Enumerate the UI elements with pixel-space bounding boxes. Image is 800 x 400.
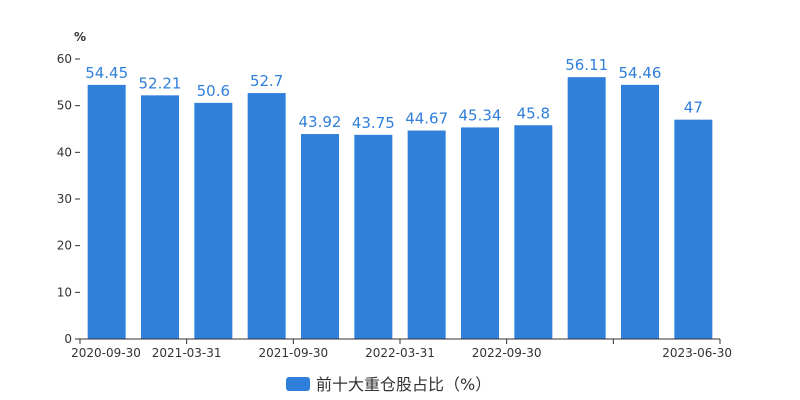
bar-value-label: 47 bbox=[684, 99, 703, 117]
bar-value-label: 52.7 bbox=[250, 72, 283, 90]
bar[interactable] bbox=[514, 125, 553, 340]
bar-value-label: 56.11 bbox=[565, 56, 608, 74]
bar[interactable] bbox=[87, 84, 126, 340]
data-labels: 54.45 52.21 50.6 52.7 43.92 43.75 44.67 45.34 45… bbox=[85, 56, 703, 132]
bar-value-label: 44.67 bbox=[405, 110, 448, 128]
y-tick-label: 0 bbox=[64, 332, 72, 346]
legend[interactable]: 前十大重仓股占比（%） bbox=[286, 375, 491, 394]
bar[interactable] bbox=[674, 119, 713, 340]
bar[interactable] bbox=[621, 84, 659, 339]
bar[interactable] bbox=[301, 134, 339, 339]
bar[interactable] bbox=[407, 130, 446, 339]
bar[interactable] bbox=[194, 102, 233, 339]
bar[interactable] bbox=[567, 77, 606, 340]
y-tick-label: 10 bbox=[57, 285, 72, 299]
bar-value-label: 52.21 bbox=[139, 74, 182, 92]
y-tick-label: 50 bbox=[57, 99, 72, 113]
y-tick-label: 40 bbox=[57, 145, 72, 159]
bar-series bbox=[87, 77, 713, 340]
bar-value-label: 54.45 bbox=[85, 64, 128, 82]
bar-value-label: 54.46 bbox=[619, 64, 662, 82]
legend-swatch[interactable] bbox=[286, 377, 310, 391]
legend-label[interactable]: 前十大重仓股占比（%） bbox=[316, 375, 491, 394]
y-axis-unit-label: % bbox=[74, 30, 86, 44]
bar-value-label: 43.75 bbox=[352, 114, 395, 132]
x-tick-label: 2020-09-30 bbox=[71, 346, 141, 360]
x-tick-label: 2021-03-31 bbox=[152, 346, 222, 360]
y-tick-label: 20 bbox=[57, 239, 72, 253]
x-axis: 2020-09-30 2021-03-31 2021-09-30 2022-03-31… bbox=[71, 339, 732, 360]
bar-value-label: 45.8 bbox=[517, 104, 550, 122]
x-tick-label: 2023-06-30 bbox=[662, 346, 732, 360]
y-tick-label: 60 bbox=[57, 52, 72, 66]
bar-value-label: 45.34 bbox=[459, 106, 502, 124]
bar-value-label: 43.92 bbox=[299, 113, 342, 131]
bar[interactable] bbox=[247, 93, 286, 339]
bar[interactable] bbox=[461, 127, 499, 339]
x-tick-label: 2022-09-30 bbox=[472, 346, 542, 360]
bar-value-label: 50.6 bbox=[197, 82, 230, 100]
x-tick-label: 2021-09-30 bbox=[258, 346, 328, 360]
y-tick-label: 30 bbox=[57, 192, 72, 206]
y-axis: 0 10 20 30 40 50 60 bbox=[57, 52, 80, 346]
bar[interactable] bbox=[354, 134, 393, 339]
bar[interactable] bbox=[141, 95, 179, 339]
x-tick-label: 2022-03-31 bbox=[365, 346, 435, 360]
